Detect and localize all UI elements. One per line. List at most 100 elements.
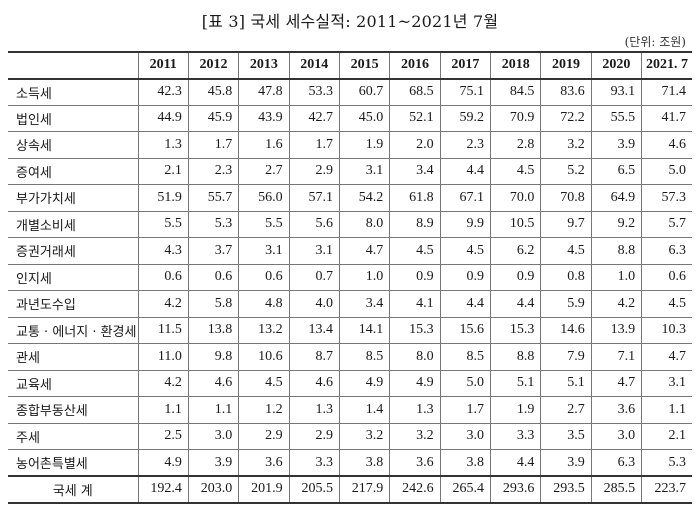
- value-cell: 1.0: [590, 263, 643, 291]
- value-cell: 42.3: [137, 78, 189, 106]
- value-cell: 5.9: [540, 290, 592, 318]
- value-cell: 0.9: [439, 263, 492, 291]
- row-label: 인지세: [8, 263, 139, 291]
- value-cell: 8.7: [288, 343, 340, 371]
- value-cell: 67.1: [439, 184, 492, 212]
- value-cell: 44.9: [137, 104, 189, 132]
- row-label: 과년도수입: [8, 290, 139, 318]
- year-header: 2013: [238, 51, 290, 80]
- value-cell: 4.5: [238, 369, 290, 397]
- value-cell: 70.0: [490, 184, 542, 212]
- value-cell: 60.7: [338, 78, 391, 106]
- value-cell: 3.8: [338, 449, 391, 477]
- value-cell: 0.9: [389, 263, 441, 291]
- value-cell: 13.8: [187, 316, 240, 344]
- value-cell: 2.7: [238, 157, 290, 185]
- value-cell: 4.4: [490, 449, 542, 477]
- value-cell: 3.3: [490, 422, 542, 450]
- value-cell: 5.0: [641, 157, 692, 185]
- value-cell: 61.8: [389, 184, 441, 212]
- value-cell: 3.3: [288, 449, 340, 477]
- value-cell: 3.4: [389, 157, 441, 185]
- table-row: 인지세 0.6 0.6 0.6 0.7 1.0 0.9 0.9 0.9 0.8 1.0 0.6: [8, 263, 692, 291]
- value-cell: 4.4: [490, 290, 542, 318]
- value-cell: 2.9: [288, 157, 340, 185]
- value-cell: 13.2: [238, 316, 290, 344]
- value-cell: 0.6: [641, 263, 692, 291]
- value-cell: 4.0: [288, 290, 340, 318]
- value-cell: 5.8: [187, 290, 240, 318]
- value-cell: 9.8: [187, 343, 240, 371]
- value-cell: 3.0: [187, 422, 240, 450]
- row-label: 소득세: [8, 78, 139, 106]
- value-cell: 3.9: [590, 131, 643, 159]
- value-cell: 3.2: [540, 131, 592, 159]
- value-cell: 4.5: [641, 290, 692, 318]
- value-cell: 4.5: [540, 237, 592, 265]
- table-title: [표 3] 국세 세수실적: 2011~2021년 7월: [201, 12, 499, 31]
- value-cell: 7.1: [590, 343, 643, 371]
- value-cell: 10.6: [238, 343, 290, 371]
- value-cell: 4.2: [137, 290, 189, 318]
- value-cell: 293.5: [540, 475, 592, 504]
- value-cell: 1.7: [439, 396, 492, 424]
- value-cell: 4.2: [137, 369, 189, 397]
- row-label: 부가가치세: [8, 184, 139, 212]
- value-cell: 3.6: [590, 396, 643, 424]
- row-label: 관세: [8, 343, 139, 371]
- value-cell: 75.1: [439, 78, 492, 106]
- year-header: 2014: [288, 51, 340, 80]
- row-label: 상속세: [8, 131, 139, 159]
- table-row: 관세 11.0 9.8 10.6 8.7 8.5 8.0 8.5 8.8 7.9 7.1 4.7: [8, 343, 692, 371]
- value-cell: 8.5: [439, 343, 492, 371]
- table-row: 증여세 2.1 2.3 2.7 2.9 3.1 3.4 4.4 4.5 5.2 6.5 5.0: [8, 157, 692, 185]
- row-label: 증여세: [8, 157, 139, 185]
- value-cell: 84.5: [490, 78, 542, 106]
- value-cell: 9.9: [439, 210, 492, 238]
- value-cell: 3.6: [389, 449, 441, 477]
- value-cell: 8.9: [389, 210, 441, 238]
- value-cell: 55.5: [590, 104, 643, 132]
- value-cell: 10.5: [490, 210, 542, 238]
- value-cell: 1.2: [238, 396, 290, 424]
- value-cell: 2.1: [641, 422, 692, 450]
- value-cell: 3.2: [389, 422, 441, 450]
- value-cell: 2.8: [490, 131, 542, 159]
- row-label: 종합부동산세: [8, 396, 139, 424]
- value-cell: 54.2: [338, 184, 391, 212]
- value-cell: 1.1: [137, 396, 189, 424]
- value-cell: 242.6: [389, 475, 441, 504]
- value-cell: 8.8: [590, 237, 643, 265]
- table-row: 증권거래세 4.3 3.7 3.1 3.1 4.7 4.5 4.5 6.2 4.5 8.8 6.3: [8, 237, 692, 265]
- value-cell: 5.0: [439, 369, 492, 397]
- unit-note: (단위: 조원): [624, 35, 686, 49]
- value-cell: 2.7: [540, 396, 592, 424]
- table-row: 교육세 4.2 4.6 4.5 4.6 4.9 4.9 5.0 5.1 5.1 4.7 3.1: [8, 369, 692, 397]
- table-row: 과년도수입 4.2 5.8 4.8 4.0 3.4 4.1 4.4 4.4 5.9 4.2 4.5: [8, 290, 692, 318]
- value-cell: 8.0: [389, 343, 441, 371]
- value-cell: 11.5: [137, 316, 189, 344]
- table-row: 부가가치세 51.9 55.7 56.0 57.1 54.2 61.8 67.1 70.0 70.…: [8, 184, 692, 212]
- value-cell: 3.9: [187, 449, 240, 477]
- value-cell: 4.9: [137, 449, 189, 477]
- value-cell: 4.6: [641, 131, 692, 159]
- value-cell: 14.6: [540, 316, 592, 344]
- value-cell: 7.9: [540, 343, 592, 371]
- value-cell: 3.8: [439, 449, 492, 477]
- value-cell: 11.0: [137, 343, 189, 371]
- year-header: 2016: [389, 51, 441, 80]
- row-label: 교통 · 에너지 · 환경세: [8, 316, 139, 344]
- value-cell: 6.2: [490, 237, 542, 265]
- value-cell: 15.3: [490, 316, 542, 344]
- value-cell: 205.5: [288, 475, 340, 504]
- year-header: 2020: [590, 51, 643, 80]
- value-cell: 15.6: [439, 316, 492, 344]
- value-cell: 43.9: [238, 104, 290, 132]
- table-body: 소득세 42.3 45.8 47.8 53.3 60.7 68.5 75.1 84.5 83.6 9…: [8, 78, 692, 504]
- row-label: 증권거래세: [8, 237, 139, 265]
- value-cell: 5.6: [288, 210, 340, 238]
- value-cell: 5.1: [540, 369, 592, 397]
- value-cell: 83.6: [540, 78, 592, 106]
- value-cell: 3.0: [439, 422, 492, 450]
- value-cell: 4.2: [590, 290, 643, 318]
